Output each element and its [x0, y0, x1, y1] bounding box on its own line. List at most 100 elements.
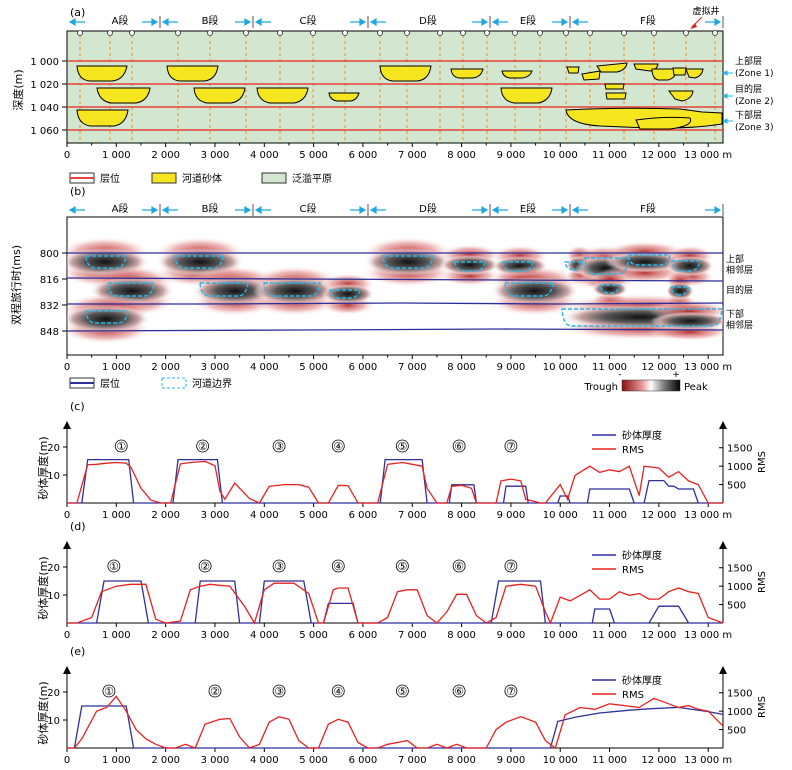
- panel-d-label: (d): [70, 520, 86, 533]
- left-axis-arrow: [63, 421, 71, 429]
- seismic-peak: [650, 312, 723, 330]
- chart-c: 10 20 500 1000 1500 0 1 000 2 000 3 000 4 000 5 00…: [36, 421, 768, 521]
- sandbody-marker: [504, 559, 518, 573]
- channel-boundary: [174, 255, 224, 269]
- sandbody-marker: [102, 684, 116, 698]
- depth-tick-label-2: 1 020: [30, 80, 59, 91]
- left-axis-arrow: [63, 666, 71, 674]
- colorbar-peak: Peak: [684, 382, 708, 393]
- rms-line: [67, 695, 724, 750]
- sandbody-marker-label: ③: [274, 560, 284, 573]
- legend-rms-label: RMS: [622, 690, 644, 701]
- sand-body: [379, 65, 432, 82]
- seismic-peak: [364, 248, 452, 276]
- x-tick-label: 12 000: [641, 150, 676, 161]
- sandbody-marker: [331, 439, 345, 453]
- well-head: [460, 30, 466, 36]
- time-tick-label-816: 816: [40, 275, 59, 286]
- time-tick-label-848: 848: [40, 327, 59, 338]
- segment-start-arrow: [571, 205, 588, 215]
- well-head: [404, 30, 410, 36]
- colorbar-minus: -: [618, 370, 621, 380]
- legend-label-floodplain: 泛滥平原: [292, 172, 332, 185]
- x-tick-label: 3 000: [201, 362, 230, 373]
- sandbody-marker: [272, 684, 286, 698]
- chart-e: 10 20 500 1000 1500 0 1 000 2 000 3 000 4 000 5 00…: [36, 666, 768, 766]
- well-head: [621, 30, 627, 36]
- panel-c: (c) 10 20 500 1000 1500 0 1 000 2 000 3 000 4 000…: [36, 400, 768, 521]
- x-tick-label: 6 000: [349, 630, 378, 641]
- sandbody-marker-label: ②: [200, 560, 210, 573]
- right-axis-arrow: [719, 421, 727, 429]
- sandbody-marker-label: ③: [274, 440, 284, 453]
- legend-a: 层位 河道砂体 泛滥平原: [69, 172, 332, 185]
- channel-boundary: [199, 282, 249, 297]
- x-tick-label: 10 000: [543, 362, 578, 373]
- x-tick-label: 5 000: [299, 630, 328, 641]
- x-tick-label: 9 000: [497, 150, 526, 161]
- zone3-pointer: [721, 118, 733, 124]
- well-head: [587, 30, 593, 36]
- well-head: [563, 30, 569, 36]
- x-tick-label: 1 000: [102, 755, 131, 766]
- x-tick-label: 12 000: [641, 630, 676, 641]
- x-tick-label: 10 000: [543, 510, 578, 521]
- channel-boundary: [382, 255, 434, 269]
- segment-labels-a: A段 B段 C段 D段 E段 F段: [112, 14, 656, 27]
- y2-tick-label: 500: [727, 726, 746, 737]
- y-tick-label: 10: [47, 591, 60, 602]
- sandbody-marker-label: ⑤: [397, 685, 407, 698]
- segment-label-b-E: E段: [520, 202, 536, 215]
- y-tick-label: 20: [47, 688, 60, 699]
- x-tick-label: 7 000: [398, 362, 427, 373]
- thickness-line: [67, 580, 723, 624]
- sandbody-marker-label: ④: [333, 560, 343, 573]
- channel-boundary: [454, 261, 486, 272]
- sandbody-marker: [107, 559, 121, 573]
- sandbody-marker: [395, 439, 409, 453]
- segment-start-arrow: [68, 17, 85, 27]
- sandbody-marker-label: ⑤: [397, 560, 407, 573]
- segment-start-arrow: [571, 17, 588, 27]
- x-tick-label: 11 000: [592, 755, 627, 766]
- x-axis-b: 0 1 000 2 000 3 000 4 000 5 000 6 000 7 000 8 00…: [64, 354, 732, 373]
- x-tick-label: 7 000: [398, 150, 427, 161]
- sandbody-marker: [272, 439, 286, 453]
- segment-start-arrow: [161, 17, 178, 27]
- segment-end-arrow: [350, 205, 367, 215]
- horizon-bottom: [67, 328, 723, 332]
- y2-axis-title: RMS: [757, 571, 768, 593]
- x-tick-label: 12 000: [641, 755, 676, 766]
- zone2-sublabel: (Zone 2): [735, 97, 774, 107]
- well-head: [651, 30, 657, 36]
- y2-tick-label: 500: [727, 481, 746, 492]
- x-tick-label: 7 000: [398, 755, 427, 766]
- x-tick-label: 5 000: [299, 362, 328, 373]
- sand-body: [668, 90, 694, 102]
- time-tick-label-832: 832: [40, 301, 59, 312]
- sandbody-marker-label: ⑤: [397, 440, 407, 453]
- well-head: [207, 30, 213, 36]
- sand-body: [604, 83, 625, 90]
- x-tick-label: 11 000: [592, 630, 627, 641]
- sand-body: [193, 87, 246, 104]
- left-axis-arrow: [63, 541, 71, 549]
- x-tick-label: 13 000 m: [684, 362, 732, 373]
- sandbody-marker: [114, 439, 128, 453]
- channel-boundaries: [85, 254, 723, 327]
- segment-label-D: D段: [419, 14, 437, 27]
- x-tick-label: 10 000: [543, 630, 578, 641]
- sandbody-marker: [272, 559, 286, 573]
- segment-start-arrow: [254, 17, 271, 27]
- x-tick-label: 0: [64, 630, 70, 641]
- panel-a-label: (a): [70, 6, 85, 19]
- y-axis-title: 砂体厚度(m): [36, 556, 50, 619]
- well-head: [129, 30, 135, 36]
- segment-start-arrow: [369, 17, 386, 27]
- panel-e: (e) 10 20 500 1000 1500 0 1 000 2 000 3 000 4 000…: [36, 645, 768, 766]
- sand-body: [566, 66, 580, 74]
- well-head: [377, 30, 383, 36]
- sand-body: [672, 67, 687, 76]
- legend-rms-label: RMS: [622, 565, 644, 576]
